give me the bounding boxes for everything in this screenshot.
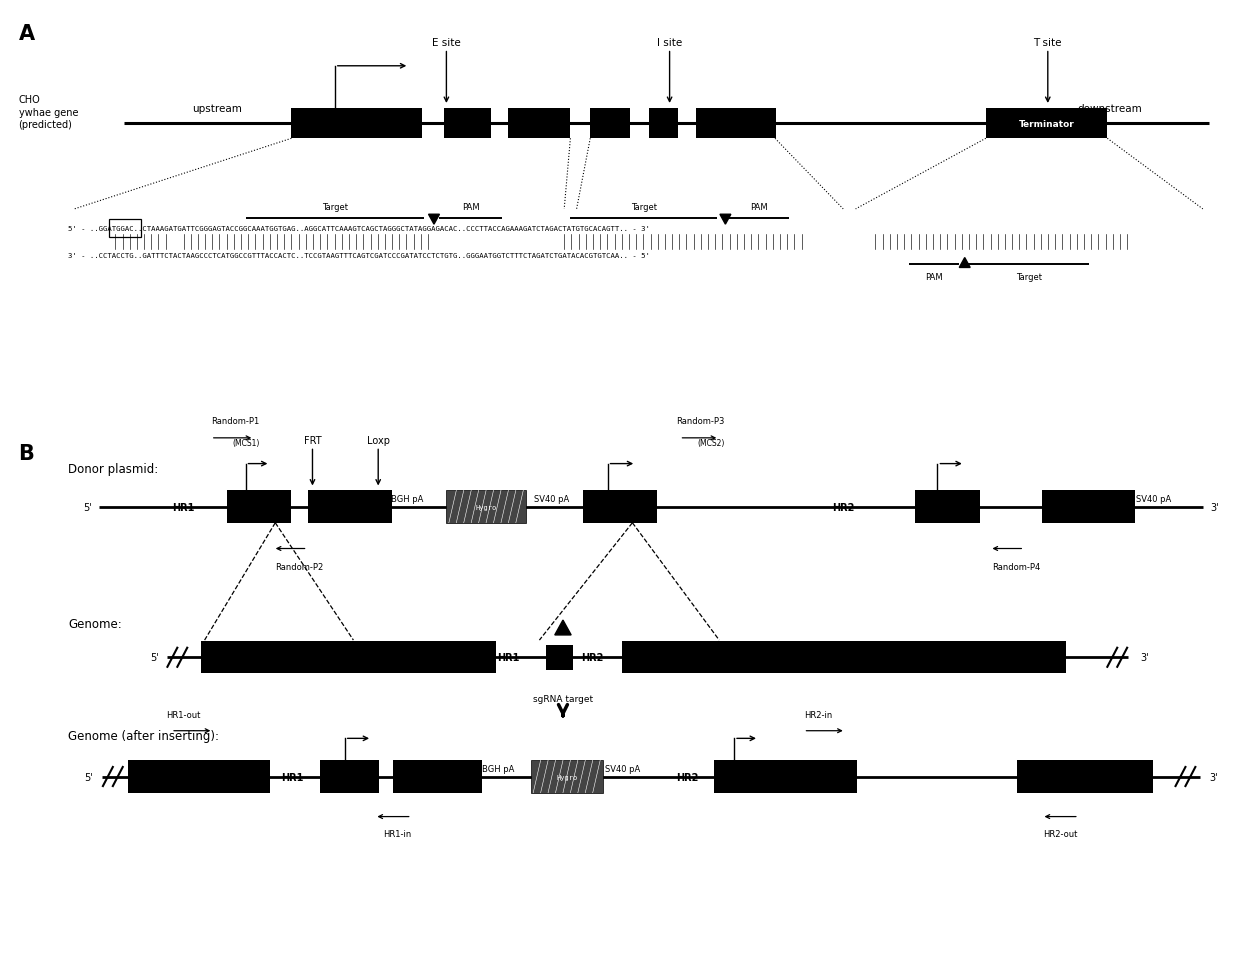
Text: 5': 5' — [83, 502, 92, 512]
Text: Terminator: Terminator — [1019, 119, 1074, 129]
Bar — [291, 109, 422, 139]
Polygon shape — [960, 258, 970, 268]
Text: FRT: FRT — [304, 436, 321, 445]
Text: 5': 5' — [150, 653, 159, 662]
Bar — [531, 760, 603, 793]
Text: Target: Target — [1017, 273, 1042, 281]
Text: sgRNA target: sgRNA target — [533, 694, 593, 702]
Text: Hygro: Hygro — [556, 774, 578, 780]
Text: SV40 pA: SV40 pA — [605, 764, 640, 773]
Bar — [393, 760, 482, 793]
Text: Target: Target — [631, 203, 656, 212]
Polygon shape — [554, 620, 572, 636]
Text: Donor plasmid:: Donor plasmid: — [68, 462, 159, 476]
Bar — [986, 109, 1107, 139]
Bar — [320, 760, 379, 793]
Bar — [546, 645, 573, 670]
Text: upstream: upstream — [192, 105, 242, 114]
Text: 3': 3' — [1209, 772, 1218, 781]
Text: HR2: HR2 — [832, 502, 854, 512]
Bar — [622, 641, 1066, 674]
Polygon shape — [429, 215, 439, 225]
Bar — [128, 760, 270, 793]
Bar — [1017, 760, 1153, 793]
Bar — [1042, 491, 1135, 523]
Bar — [227, 491, 291, 523]
Bar — [109, 220, 141, 237]
Text: A: A — [19, 24, 35, 44]
Text: CHO
ywhae gene
(predicted): CHO ywhae gene (predicted) — [19, 94, 78, 131]
Text: HR1-out: HR1-out — [166, 711, 201, 720]
Bar — [444, 109, 491, 139]
Text: HR2-in: HR2-in — [805, 711, 832, 720]
Bar — [508, 109, 570, 139]
Text: BGH pA: BGH pA — [391, 495, 423, 503]
Text: BGH pA: BGH pA — [482, 764, 515, 773]
Text: HR1: HR1 — [172, 502, 195, 512]
Text: T site: T site — [1034, 38, 1061, 48]
Bar — [649, 109, 678, 139]
Text: (MCS2): (MCS2) — [697, 439, 724, 448]
Text: Random-P2: Random-P2 — [275, 562, 324, 571]
Text: HR2: HR2 — [676, 772, 698, 781]
Text: SV40 pA: SV40 pA — [534, 495, 569, 503]
Bar — [446, 491, 526, 523]
Text: Random-P4: Random-P4 — [992, 562, 1040, 571]
Text: 3': 3' — [1210, 502, 1219, 512]
Text: I site: I site — [657, 38, 682, 48]
Text: Genome:: Genome: — [68, 618, 122, 631]
Text: PAM: PAM — [925, 273, 942, 281]
Text: Loxp: Loxp — [367, 436, 389, 445]
Text: E site: E site — [432, 38, 461, 48]
Text: Hygro: Hygro — [475, 504, 497, 510]
Text: 3' - ..CCTACCTG..GATTTCTACTAAGCCCTCATGGCCGTTTACCACTC..TCCGTAAGTTTCAGTCGATCCCGATA: 3' - ..CCTACCTG..GATTTCTACTAAGCCCTCATGGC… — [68, 253, 650, 258]
Text: 3': 3' — [1141, 653, 1149, 662]
Bar — [696, 109, 776, 139]
Text: downstream: downstream — [1078, 105, 1142, 114]
Text: (MCS1): (MCS1) — [232, 439, 259, 448]
Bar — [308, 491, 392, 523]
Text: HR1-in: HR1-in — [383, 829, 410, 838]
Bar — [201, 641, 496, 674]
Text: HR1: HR1 — [497, 653, 520, 662]
Text: Target: Target — [322, 203, 347, 212]
Text: PAM: PAM — [463, 203, 480, 212]
Text: HR2-out: HR2-out — [1043, 829, 1078, 838]
Text: PAM: PAM — [750, 203, 768, 212]
Text: HR2: HR2 — [582, 653, 604, 662]
Polygon shape — [720, 215, 730, 225]
Text: HR1: HR1 — [281, 772, 304, 781]
Text: SV40 pA: SV40 pA — [1136, 495, 1171, 503]
Text: Random-P3: Random-P3 — [676, 417, 724, 426]
Bar — [915, 491, 980, 523]
Text: 5' - ..GGATGGAC..CTAAAGATGATTCGGGAGTACCGGCAAATGGTGAG..AGGCATTCAAAGTCAGCTAGGGCTAT: 5' - ..GGATGGAC..CTAAAGATGATTCGGGAGTACCG… — [68, 226, 650, 232]
Text: 5': 5' — [84, 772, 93, 781]
Text: Genome (after inserting):: Genome (after inserting): — [68, 729, 219, 742]
Text: B: B — [19, 443, 35, 463]
Bar — [590, 109, 630, 139]
Bar — [714, 760, 857, 793]
Bar — [583, 491, 657, 523]
Text: Random-P1: Random-P1 — [211, 417, 259, 426]
